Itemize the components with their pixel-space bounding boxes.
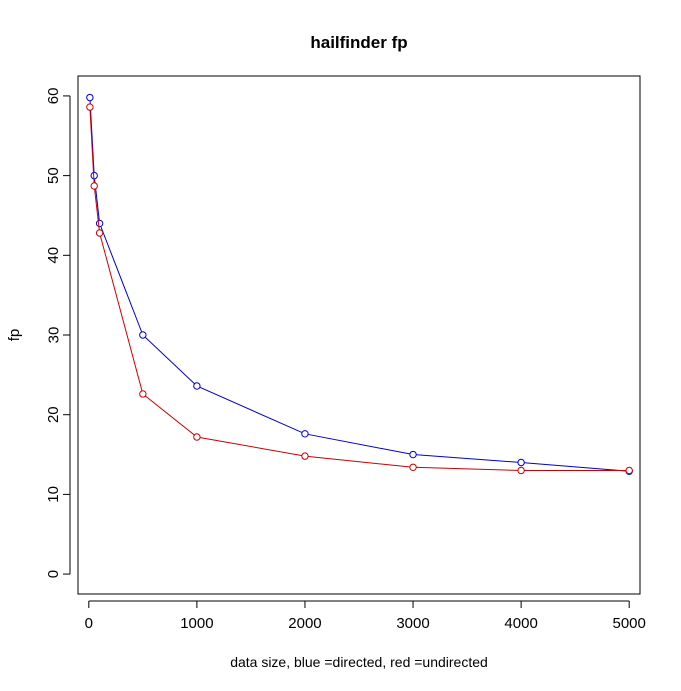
data-point (86, 93, 94, 102)
y-tick-label: 50 (45, 167, 62, 184)
chart-title: hailfinder fp (310, 33, 407, 52)
y-tick-label: 40 (45, 247, 62, 264)
data-point (517, 466, 525, 475)
x-axis: 0 1000 2000 3000 4000 5000 (85, 600, 646, 632)
y-tick-label: 10 (45, 486, 62, 503)
y-tick-label: 60 (45, 88, 62, 105)
plot-frame (77, 75, 641, 595)
y-tick-label: 30 (45, 327, 62, 344)
data-point (625, 466, 633, 475)
y-tick-label: 0 (45, 570, 62, 578)
series-layer (86, 93, 633, 475)
series-line (89, 107, 630, 471)
data-point (139, 390, 147, 398)
x-tick-label: 3000 (396, 615, 429, 632)
x-tick-label: 1000 (180, 615, 213, 632)
data-point (193, 382, 201, 390)
data-point (409, 463, 417, 471)
data-point (139, 331, 147, 339)
x-tick-label: 4000 (504, 615, 537, 632)
data-point (95, 219, 104, 228)
x-tick-label: 2000 (288, 615, 321, 632)
x-axis-label: data size, blue =directed, red =undirect… (230, 654, 488, 670)
data-point (409, 450, 417, 459)
data-point (95, 229, 104, 237)
data-point (90, 182, 98, 190)
x-tick-label: 5000 (613, 615, 646, 632)
series-line (89, 97, 630, 472)
data-point (517, 458, 525, 467)
x-tick-label: 0 (85, 615, 93, 632)
data-point (86, 103, 94, 111)
y-axis-label: fp (6, 329, 23, 342)
data-point (193, 433, 201, 441)
data-point (301, 452, 309, 460)
y-tick-label: 20 (45, 406, 62, 423)
data-point (301, 430, 309, 438)
y-axis: 0 10 20 30 40 50 60 (45, 88, 71, 578)
